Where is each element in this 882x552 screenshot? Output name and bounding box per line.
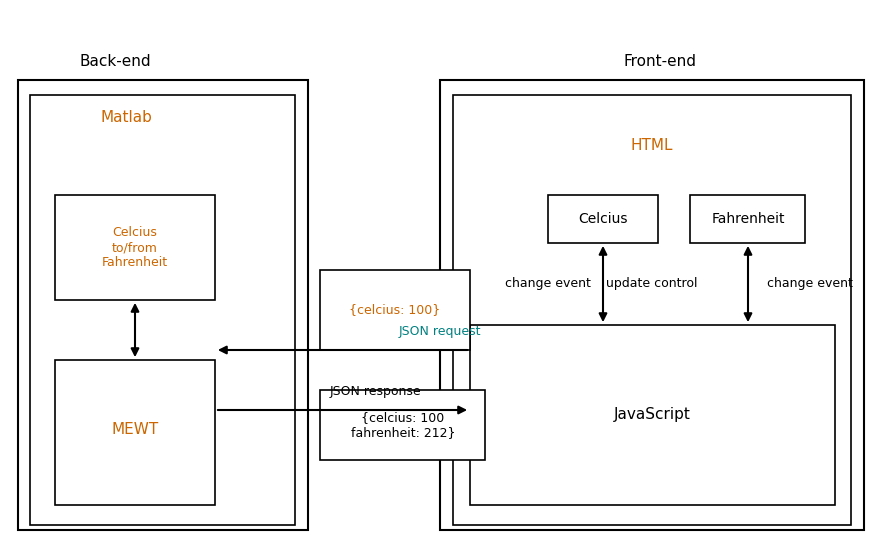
Text: {celcius: 100
fahrenheit: 212}: {celcius: 100 fahrenheit: 212} [351,411,455,439]
Bar [320,390,485,460]
Text: JSON request: JSON request [399,325,482,338]
Bar [690,195,805,243]
Text: JavaScript: JavaScript [614,407,691,422]
Text: JSON response: JSON response [330,385,422,398]
Bar [440,80,864,530]
Text: Front-end: Front-end [624,55,697,70]
Text: {celcius: 100}: {celcius: 100} [349,304,441,316]
Bar [30,95,295,525]
Text: change event: change event [767,278,853,290]
Text: MEWT: MEWT [111,422,159,438]
Text: Fahrenheit: Fahrenheit [711,212,785,226]
Text: Celcius
to/from
Fahrenheit: Celcius to/from Fahrenheit [102,226,168,269]
Bar [453,95,851,525]
Bar [470,325,835,505]
Bar [55,195,215,300]
Bar [548,195,658,243]
Text: HTML: HTML [631,137,673,152]
Text: update control: update control [606,278,698,290]
Bar [55,360,215,505]
Bar [18,80,308,530]
Text: Matlab: Matlab [100,110,152,125]
Bar [320,270,470,350]
Text: change event: change event [505,278,591,290]
Text: Celcius: Celcius [579,212,628,226]
Text: Back-end: Back-end [79,55,151,70]
